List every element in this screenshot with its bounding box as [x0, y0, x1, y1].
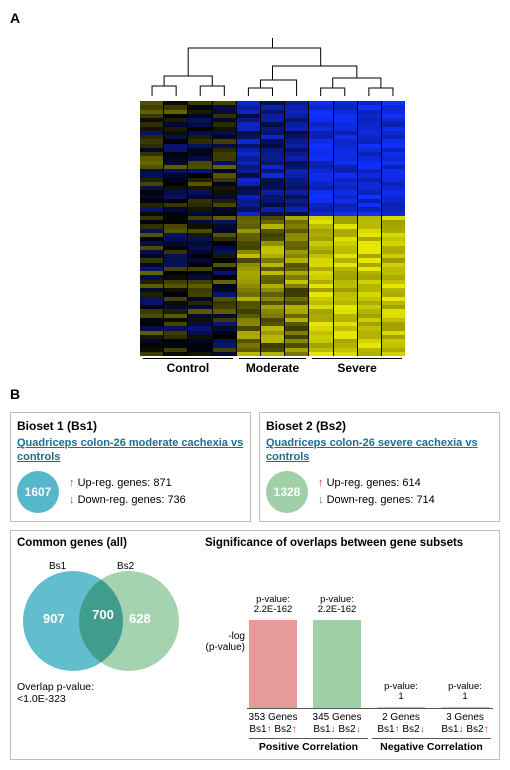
group-label: Control	[143, 358, 233, 375]
down-arrow-icon: ↓	[318, 494, 324, 506]
bar-x-label: 353 GenesBs1↑ Bs2↑	[247, 712, 299, 736]
down-arrow-icon: ↓	[69, 494, 75, 506]
bioset-2-link[interactable]: Quadriceps colon-26 severe cachexia vs c…	[266, 437, 493, 465]
positive-correlation-label: Positive Correlation	[249, 738, 368, 753]
venn-label-bs2: Bs2	[117, 561, 134, 572]
heatmap-group-labels: Control Moderate Severe	[140, 358, 405, 375]
bar-x-label: 345 GenesBs1↓ Bs2↓	[311, 712, 363, 736]
bar	[441, 707, 489, 708]
bioset-1-up: Up-reg. genes: 871	[78, 477, 172, 489]
significance-section: Significance of overlaps between gene su…	[205, 537, 493, 753]
bioset-1-title: Bioset 1 (Bs1)	[17, 419, 244, 433]
bar-x-label: 2 GenesBs1↑ Bs2↓	[375, 712, 427, 736]
bar-x-label: 3 GenesBs1↓ Bs2↑	[439, 712, 491, 736]
bioset-1-link[interactable]: Quadriceps colon-26 moderate cachexia vs…	[17, 437, 244, 465]
bioset-2-box: Bioset 2 (Bs2) Quadriceps colon-26 sever…	[259, 412, 500, 522]
bioset-2-count-circle: 1328	[266, 471, 308, 513]
bar	[249, 620, 297, 708]
panel-b: Bioset 1 (Bs1) Quadriceps colon-26 moder…	[10, 412, 500, 760]
venn-pvalue: Overlap p-value: <1.0E-323	[17, 681, 197, 705]
bar-chart: -log (p-value) p-value:2.2E-162p-value:2…	[205, 559, 493, 709]
group-label: Moderate	[239, 358, 306, 375]
bioset-row: Bioset 1 (Bs1) Quadriceps colon-26 moder…	[10, 412, 500, 522]
venn-section: Common genes (all) Bs1 Bs2 907 700 628 O…	[17, 537, 197, 753]
up-arrow-icon: ↑	[69, 477, 75, 489]
panel-a: Control Moderate Severe	[10, 26, 500, 386]
venn-diagram: Bs1 Bs2 907 700 628	[17, 559, 187, 679]
y-axis-label: -log (p-value)	[201, 631, 245, 653]
bioset-1-count-circle: 1607	[17, 471, 59, 513]
bar	[313, 620, 361, 708]
venn-bs2-only: 628	[129, 611, 151, 626]
bar-slot: p-value:2.2E-162	[247, 620, 299, 708]
up-arrow-icon: ↑	[318, 477, 324, 489]
bar	[377, 707, 425, 708]
panel-b-lower: Common genes (all) Bs1 Bs2 907 700 628 O…	[10, 530, 500, 760]
significance-title: Significance of overlaps between gene su…	[205, 537, 493, 549]
bioset-2-reg-lines: ↑ Up-reg. genes: 614 ↓ Down-reg. genes: …	[318, 475, 435, 508]
bioset-2-up: Up-reg. genes: 614	[327, 477, 421, 489]
panel-a-label: A	[10, 10, 500, 26]
bioset-1-reg-lines: ↑ Up-reg. genes: 871 ↓ Down-reg. genes: …	[69, 475, 186, 508]
panel-b-label: B	[10, 386, 500, 402]
venn-bs1-only: 907	[43, 611, 65, 626]
venn-overlap: 700	[83, 607, 123, 622]
bar-slot: p-value:1	[439, 707, 491, 708]
bioset-2-down: Down-reg. genes: 714	[327, 494, 435, 506]
group-label: Severe	[312, 358, 402, 375]
bar-pvalue: p-value:2.2E-162	[244, 595, 302, 616]
bioset-1-down: Down-reg. genes: 736	[78, 494, 186, 506]
bioset-1-box: Bioset 1 (Bs1) Quadriceps colon-26 moder…	[10, 412, 251, 522]
correlation-labels: Positive Correlation Negative Correlatio…	[247, 738, 493, 753]
bar-pvalue: p-value:1	[372, 682, 430, 703]
bar-pvalue: p-value:2.2E-162	[308, 595, 366, 616]
negative-correlation-label: Negative Correlation	[372, 738, 491, 753]
dendrogram	[140, 36, 405, 96]
venn-title: Common genes (all)	[17, 537, 197, 549]
bioset-2-title: Bioset 2 (Bs2)	[266, 419, 493, 433]
bar-slot: p-value:1	[375, 707, 427, 708]
bar-slot: p-value:2.2E-162	[311, 620, 363, 708]
bar-pvalue: p-value:1	[436, 682, 494, 703]
venn-label-bs1: Bs1	[49, 561, 66, 572]
heatmap	[140, 101, 405, 356]
